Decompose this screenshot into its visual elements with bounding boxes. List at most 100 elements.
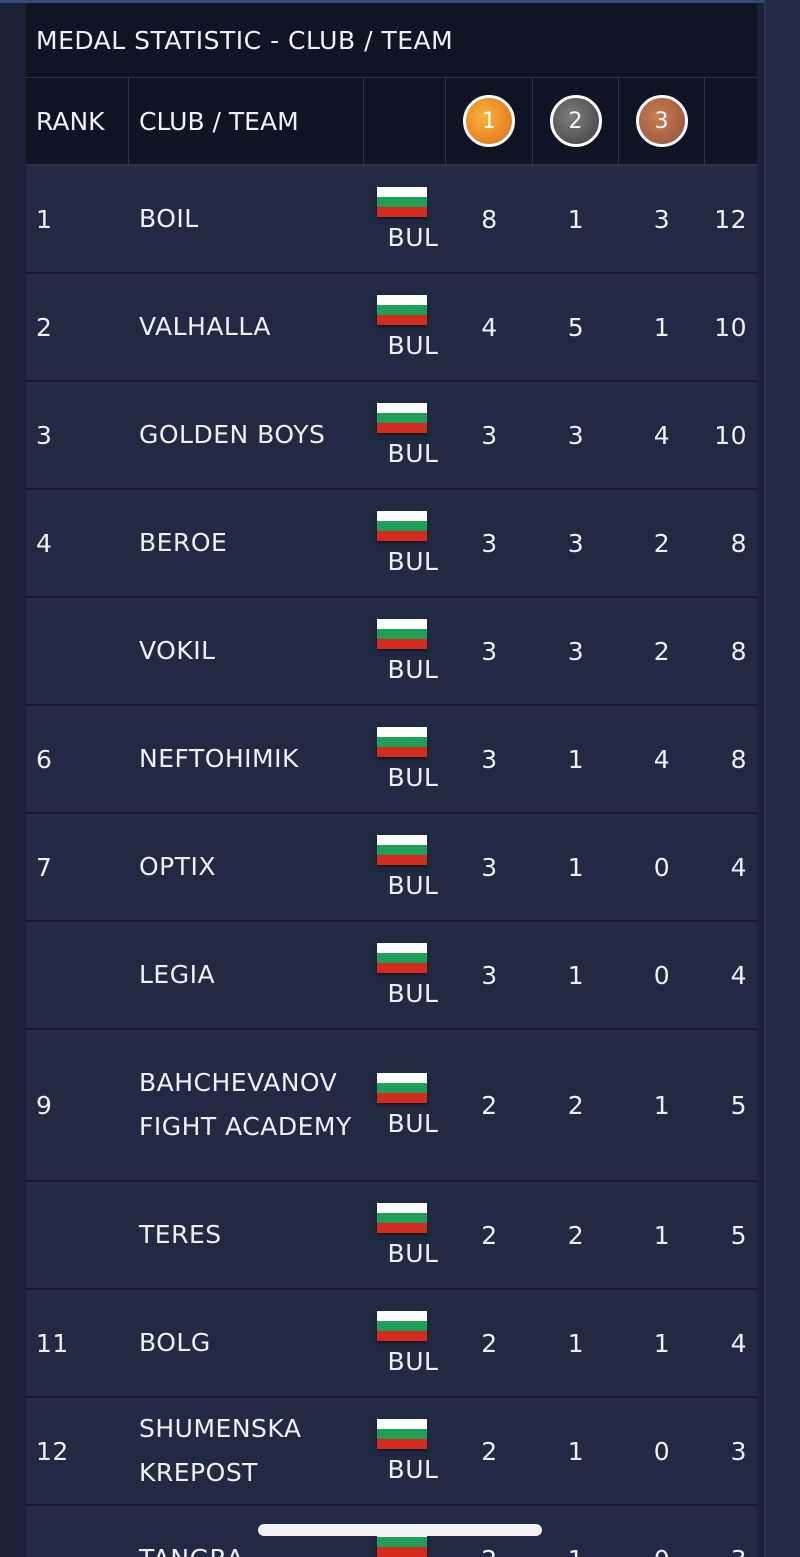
top-border (0, 0, 800, 3)
header-gold[interactable]: 1 (446, 78, 533, 164)
country-code: BUL (387, 330, 439, 360)
bronze-count: 1 (653, 312, 671, 342)
country-cell: BUL (364, 274, 446, 380)
club-name[interactable]: BOLG (139, 1328, 211, 1357)
total-count: 10 (714, 420, 747, 450)
country-code: BUL (387, 978, 439, 1008)
bulgaria-flag-icon (377, 510, 427, 541)
header-bronze[interactable]: 3 (619, 78, 705, 164)
table-row[interactable]: VOKIL BUL 3 3 2 8 (26, 598, 757, 706)
silver-medal-icon: 2 (549, 95, 602, 147)
bronze-count: 1 (653, 1220, 671, 1250)
total-count: 5 (730, 1090, 747, 1120)
club-name[interactable]: VALHALLA (139, 312, 271, 341)
bronze-count: 2 (653, 636, 671, 666)
gold-count: 8 (481, 204, 498, 234)
bulgaria-flag-icon (377, 1072, 427, 1103)
home-indicator[interactable] (258, 1524, 542, 1536)
country-cell: BUL (364, 922, 446, 1028)
bronze-count: 3 (653, 204, 671, 234)
table-row[interactable]: 4 BEROE BUL 3 3 2 8 (26, 490, 757, 598)
bronze-count: 4 (653, 420, 671, 450)
table-header: RANK CLUB / TEAM 1 2 3 (26, 78, 757, 166)
bronze-count: 0 (653, 960, 671, 990)
club-name[interactable]: BOIL (139, 204, 199, 233)
gold-count: 3 (481, 420, 498, 450)
country-code: BUL (387, 654, 439, 684)
gold-count: 2 (481, 1436, 498, 1466)
silver-count: 2 (567, 1220, 585, 1250)
silver-count: 1 (567, 1436, 585, 1466)
gold-count: 3 (481, 744, 498, 774)
table-row[interactable]: 3 GOLDEN BOYS BUL 3 3 4 10 (26, 382, 757, 490)
club-name[interactable]: BAHCHEVANOV FIGHT ACADEMY (139, 1068, 352, 1141)
table-row[interactable]: 12 SHUMENSKA KREPOST BUL 2 1 0 3 (26, 1398, 757, 1506)
total-count: 8 (730, 636, 747, 666)
bronze-count: 2 (653, 528, 671, 558)
header-total[interactable] (705, 78, 757, 164)
silver-count: 1 (567, 1328, 585, 1358)
club-name[interactable]: LEGIA (139, 960, 216, 989)
silver-count: 1 (567, 204, 585, 234)
country-code: BUL (387, 1238, 439, 1268)
rank-cell: 7 (36, 852, 53, 882)
country-cell: BUL (364, 1182, 446, 1288)
panel-title: MEDAL STATISTIC - CLUB / TEAM (26, 3, 757, 78)
country-code: BUL (387, 1454, 439, 1484)
club-name[interactable]: VOKIL (139, 636, 216, 665)
table-row[interactable]: TERES BUL 2 2 1 5 (26, 1182, 757, 1290)
club-name[interactable]: SHUMENSKA KREPOST (139, 1414, 302, 1487)
club-name[interactable]: TANGRA (129, 1506, 364, 1557)
header-country (364, 78, 446, 164)
bronze-count: 0 (619, 1506, 705, 1557)
table-row[interactable]: LEGIA BUL 3 1 0 4 (26, 922, 757, 1030)
bronze-count: 0 (653, 852, 671, 882)
country-cell: BUL (364, 598, 446, 704)
bulgaria-flag-icon (377, 1418, 427, 1449)
gold-count: 3 (481, 528, 498, 558)
gold-count: 2 (481, 1328, 498, 1358)
total-count: 10 (714, 312, 747, 342)
bronze-count: 0 (653, 1436, 671, 1466)
table-row[interactable]: 6 NEFTOHIMIK BUL 3 1 4 8 (26, 706, 757, 814)
header-rank[interactable]: RANK (26, 78, 129, 164)
rank-cell: 6 (36, 744, 53, 774)
country-cell: BUL (364, 706, 446, 812)
table-row[interactable]: 7 OPTIX BUL 3 1 0 4 (26, 814, 757, 922)
silver-count: 1 (567, 744, 585, 774)
bulgaria-flag-icon (377, 1202, 427, 1233)
header-silver[interactable]: 2 (533, 78, 619, 164)
bronze-medal-icon: 3 (635, 95, 688, 147)
bulgaria-flag-icon (377, 834, 427, 865)
table-row[interactable]: 2 VALHALLA BUL 4 5 1 10 (26, 274, 757, 382)
bulgaria-flag-icon (377, 618, 427, 649)
rank-cell: 2 (36, 312, 53, 342)
total-count: 3 (730, 1436, 747, 1466)
country-cell: BUL (364, 490, 446, 596)
header-club[interactable]: CLUB / TEAM (129, 78, 364, 164)
club-name[interactable]: GOLDEN BOYS (139, 420, 326, 449)
club-name[interactable]: BEROE (139, 528, 228, 557)
country-code: BUL (387, 1108, 439, 1138)
bulgaria-flag-icon (377, 942, 427, 973)
club-name[interactable]: OPTIX (139, 852, 217, 881)
table-row[interactable]: 1 BOIL BUL 8 1 3 12 (26, 166, 757, 274)
rank-cell: 11 (36, 1328, 69, 1358)
bulgaria-flag-icon (377, 294, 427, 325)
gold-count: 2 (446, 1506, 533, 1557)
silver-count: 1 (567, 960, 585, 990)
table-row[interactable]: 9 BAHCHEVANOV FIGHT ACADEMY BUL 2 2 1 5 (26, 1030, 757, 1182)
table-body: 1 BOIL BUL 8 1 3 12 2 VALHALLA BUL 4 5 1… (26, 166, 757, 1557)
table-row[interactable]: 11 BOLG BUL 2 1 1 4 (26, 1290, 757, 1398)
club-name[interactable]: TERES (139, 1220, 222, 1249)
bronze-count: 1 (653, 1090, 671, 1120)
total-count: 4 (730, 852, 747, 882)
silver-count: 3 (567, 420, 585, 450)
total-count: 8 (730, 744, 747, 774)
club-name[interactable]: NEFTOHIMIK (139, 744, 299, 773)
gold-count: 3 (481, 636, 498, 666)
gold-medal-icon: 1 (463, 95, 515, 147)
country-code: BUL (387, 1346, 439, 1376)
total-count: 8 (730, 528, 747, 558)
gold-count: 4 (481, 312, 498, 342)
